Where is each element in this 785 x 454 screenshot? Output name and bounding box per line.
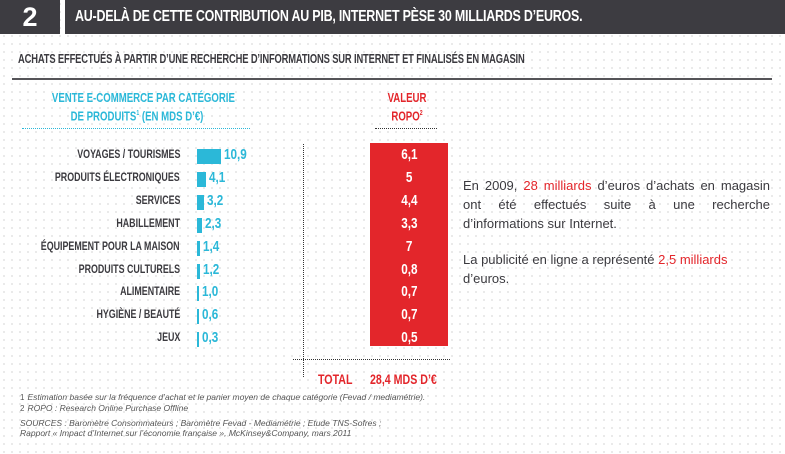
ropo-header-line1: VALEUR (387, 90, 427, 105)
section-number: 2 (0, 0, 60, 34)
ropo-column-header: VALEUR ROPO2 (362, 90, 452, 124)
footnote-1: 1 Estimation basée sur la fréquence d’ach… (20, 392, 426, 402)
category-label: PRODUITS ÉLECTRONIQUES (55, 169, 180, 184)
ecommerce-value-label: 3,2 (207, 191, 224, 209)
ecommerce-column-header: VENTE E-COMMERCE PAR CATÉGORIE DE PRODUI… (22, 90, 252, 124)
ropo-header-rule (375, 128, 437, 129)
ropo-column-background (370, 143, 448, 346)
ecommerce-bar (197, 263, 200, 279)
ropo-value-label: 0,5 (400, 329, 418, 347)
ropo-value-label: 6,1 (400, 146, 418, 163)
ecommerce-bar (197, 217, 203, 233)
summary-text: En 2009, 28 milliards d’euros d’achats e… (463, 176, 770, 288)
ecommerce-value-label: 4,1 (209, 168, 226, 186)
ecommerce-value-label: 1,2 (202, 260, 219, 278)
total-value: 28,4 MDS D’€ (370, 371, 437, 387)
category-label: ALIMENTAIRE (119, 284, 180, 299)
category-label: JEUX (156, 330, 180, 345)
footnote-2: 2 ROPO : Research Online Purchase Offline (20, 403, 189, 413)
ecommerce-bar (197, 149, 221, 164)
vertical-dotted-separator (303, 144, 304, 377)
ecommerce-header-line1: VENTE E-COMMERCE PAR CATÉGORIE (51, 90, 235, 105)
ropo-value-label: 4,4 (400, 191, 418, 209)
sources: SOURCES : Baromètre Consommateurs ; Baro… (20, 418, 382, 438)
ecommerce-bar (197, 240, 201, 256)
ropo-value-label: 0,7 (400, 283, 418, 301)
ecommerce-value-label: 10,9 (224, 146, 247, 163)
ecommerce-value-label: 1,4 (203, 237, 220, 255)
page-title: AU-DELÀ DE CETTE CONTRIBUTION AU PIB, IN… (75, 8, 583, 25)
category-label: PRODUITS CULTURELS (78, 261, 180, 276)
ecommerce-value-label: 1,0 (202, 283, 219, 301)
ecommerce-header-rule (22, 128, 250, 129)
category-label: HYGIÈNE / BEAUTÉ (96, 307, 180, 322)
ecommerce-bar (197, 309, 199, 325)
header-banner: 2 AU-DELÀ DE CETTE CONTRIBUTION AU PIB, … (0, 0, 785, 34)
ecommerce-header-line2: DE PRODUITS1 (EN MDS D’€) (70, 108, 204, 124)
ropo-value-label: 0,7 (400, 306, 418, 324)
category-label: SERVICES (135, 192, 180, 207)
ropo-header-line2: ROPO2 (391, 108, 423, 124)
ecommerce-value-label: 2,3 (205, 214, 222, 232)
ecommerce-bar (197, 286, 200, 302)
ropo-value-label: 7 (405, 237, 413, 255)
ropo-value-label: 3,3 (400, 214, 418, 232)
footnotes: 1 Estimation basée sur la fréquence d’ach… (20, 392, 425, 438)
highlight-2-5-milliards: 2,5 milliards (658, 252, 728, 267)
ecommerce-bar (197, 194, 205, 210)
ecommerce-bar (197, 332, 199, 348)
ecommerce-value-label: 0,3 (202, 329, 219, 347)
summary-paragraph-1: En 2009, 28 milliards d’euros d’achats e… (463, 178, 771, 231)
ropo-value-label: 0,8 (400, 260, 418, 278)
category-label: VOYAGES / TOURISMES (76, 147, 180, 161)
total-label: TOTAL (318, 371, 353, 387)
ecommerce-value-label: 0,6 (202, 306, 219, 324)
chart-title: ACHATS EFFECTUÉS À PARTIR D’UNE RECHERCH… (18, 51, 525, 66)
category-label: HABILLEMENT (116, 215, 180, 230)
category-label: ÉQUIPEMENT POUR LA MAISON (41, 238, 180, 253)
header-title-box: AU-DELÀ DE CETTE CONTRIBUTION AU PIB, IN… (65, 0, 785, 34)
highlight-28-milliards: 28 milliards (523, 178, 592, 193)
total-divider (293, 359, 450, 360)
ropo-value-label: 5 (405, 168, 413, 186)
summary-paragraph-2: La publicité en ligne a représenté 2,5 m… (463, 252, 728, 286)
divider (12, 78, 772, 80)
ecommerce-bar (197, 171, 207, 187)
